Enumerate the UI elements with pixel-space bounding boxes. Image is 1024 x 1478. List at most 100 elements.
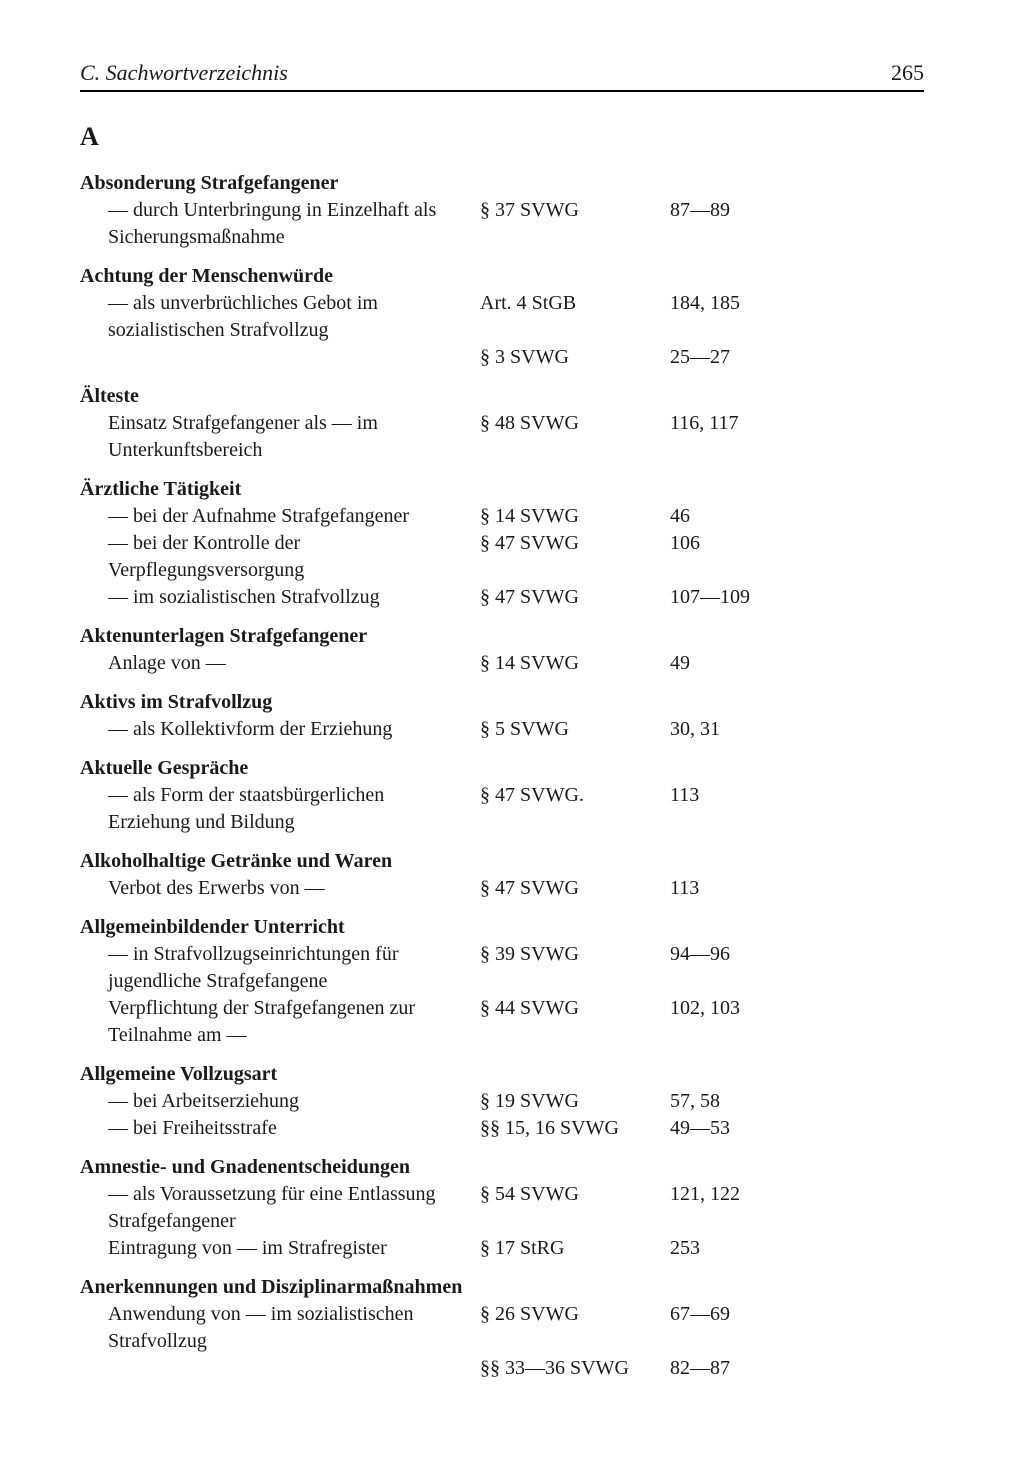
entry-row: — im sozialistischen Strafvollzug§ 47 SV… <box>80 584 924 611</box>
entry-title: Achtung der Menschenwürde <box>80 265 924 288</box>
index-entry: Allgemeinbildender Unterricht— in Strafv… <box>80 916 924 1049</box>
entry-title: Amnestie- und Gnadenentscheidungen <box>80 1156 924 1179</box>
index-entry: Ärztliche Tätigkeit— bei der Aufnahme St… <box>80 478 924 611</box>
entry-reference: § 3 SVWG <box>480 344 670 371</box>
entry-row: §§ 33—36 SVWG82—87 <box>80 1355 924 1382</box>
entry-reference: § 39 SVWG <box>480 941 670 995</box>
entry-pages: 253 <box>670 1235 800 1262</box>
index-entry: Aktenunterlagen StrafgefangenerAnlage vo… <box>80 625 924 677</box>
entry-pages: 57, 58 <box>670 1088 800 1115</box>
entry-pages: 113 <box>670 782 800 836</box>
entry-pages: 46 <box>670 503 800 530</box>
entry-row: — als Kollektivform der Erziehung§ 5 SVW… <box>80 716 924 743</box>
index-entry: Allgemeine Vollzugsart— bei Arbeitserzie… <box>80 1063 924 1142</box>
entry-reference: § 47 SVWG <box>480 875 670 902</box>
entry-description: — bei Arbeitserziehung <box>80 1088 480 1115</box>
index-entry: Alkoholhaltige Getränke und WarenVerbot … <box>80 850 924 902</box>
index-entry: Aktivs im Strafvollzug— als Kollektivfor… <box>80 691 924 743</box>
entry-title: Alkoholhaltige Getränke und Waren <box>80 850 924 873</box>
header-title: C. Sachwortverzeichnis <box>80 60 288 86</box>
entry-row: Anwendung von — im sozialistischen Straf… <box>80 1301 924 1355</box>
index-entry: Aktuelle Gespräche— als Form der staatsb… <box>80 757 924 836</box>
entry-row: Einsatz Strafgefangener als — im Unterku… <box>80 410 924 464</box>
entry-description: — im sozialistischen Strafvollzug <box>80 584 480 611</box>
entry-reference: § 37 SVWG <box>480 197 670 251</box>
entry-description: Eintragung von — im Strafregister <box>80 1235 480 1262</box>
index-entry: Absonderung Strafgefangener— durch Unter… <box>80 172 924 251</box>
entry-pages: 49—53 <box>670 1115 800 1142</box>
entry-title: Ärztliche Tätigkeit <box>80 478 924 501</box>
entry-row: — bei der Kontrolle der Verpflegungsvers… <box>80 530 924 584</box>
entry-description: — bei Freiheitsstrafe <box>80 1115 480 1142</box>
entry-reference: § 47 SVWG <box>480 530 670 584</box>
entry-description: — als Voraussetzung für eine Entlassung … <box>80 1181 480 1235</box>
entry-reference: § 47 SVWG <box>480 584 670 611</box>
entry-row: — als unverbrüchliches Gebot im sozialis… <box>80 290 924 344</box>
entry-description: — als Kollektivform der Erziehung <box>80 716 480 743</box>
entry-reference: § 5 SVWG <box>480 716 670 743</box>
entry-reference: § 44 SVWG <box>480 995 670 1049</box>
entry-pages: 25—27 <box>670 344 800 371</box>
entry-pages: 102, 103 <box>670 995 800 1049</box>
page-header: C. Sachwortverzeichnis 265 <box>80 60 924 92</box>
entry-description: — als Form der staatsbürgerlichen Erzieh… <box>80 782 480 836</box>
entry-pages: 94—96 <box>670 941 800 995</box>
entry-reference: §§ 33—36 SVWG <box>480 1355 670 1382</box>
entry-title: Älteste <box>80 385 924 408</box>
entry-description: — durch Unterbringung in Einzelhaft als … <box>80 197 480 251</box>
entry-description <box>80 344 480 371</box>
entry-row: — bei der Aufnahme Strafgefangener§ 14 S… <box>80 503 924 530</box>
page-number: 265 <box>891 60 924 86</box>
entry-pages: 67—69 <box>670 1301 800 1355</box>
entry-row: — in Strafvollzugseinrichtungen für juge… <box>80 941 924 995</box>
entry-pages: 82—87 <box>670 1355 800 1382</box>
entry-pages: 184, 185 <box>670 290 800 344</box>
entry-row: — bei Freiheitsstrafe§§ 15, 16 SVWG49—53 <box>80 1115 924 1142</box>
index-letter: A <box>80 122 924 152</box>
entries-list: Absonderung Strafgefangener— durch Unter… <box>80 172 924 1382</box>
entry-description: Verpflichtung der Strafgefangenen zur Te… <box>80 995 480 1049</box>
entry-title: Aktuelle Gespräche <box>80 757 924 780</box>
entry-description <box>80 1355 480 1382</box>
entry-reference: Art. 4 StGB <box>480 290 670 344</box>
entry-pages: 106 <box>670 530 800 584</box>
entry-description: — als unverbrüchliches Gebot im sozialis… <box>80 290 480 344</box>
entry-pages: 113 <box>670 875 800 902</box>
index-entry: ÄltesteEinsatz Strafgefangener als — im … <box>80 385 924 464</box>
entry-row: Anlage von —§ 14 SVWG49 <box>80 650 924 677</box>
entry-reference: § 26 SVWG <box>480 1301 670 1355</box>
entry-reference: § 48 SVWG <box>480 410 670 464</box>
entry-pages: 107—109 <box>670 584 800 611</box>
index-entry: Amnestie- und Gnadenentscheidungen— als … <box>80 1156 924 1262</box>
entry-row: Verbot des Erwerbs von —§ 47 SVWG113 <box>80 875 924 902</box>
entry-row: Eintragung von — im Strafregister§ 17 St… <box>80 1235 924 1262</box>
entry-row: — als Form der staatsbürgerlichen Erzieh… <box>80 782 924 836</box>
entry-pages: 30, 31 <box>670 716 800 743</box>
entry-description: — bei der Aufnahme Strafgefangener <box>80 503 480 530</box>
entry-title: Allgemeinbildender Unterricht <box>80 916 924 939</box>
entry-row: Verpflichtung der Strafgefangenen zur Te… <box>80 995 924 1049</box>
entry-row: — als Voraussetzung für eine Entlassung … <box>80 1181 924 1235</box>
entry-pages: 121, 122 <box>670 1181 800 1235</box>
entry-title: Allgemeine Vollzugsart <box>80 1063 924 1086</box>
entry-description: Anlage von — <box>80 650 480 677</box>
entry-reference: §§ 15, 16 SVWG <box>480 1115 670 1142</box>
entry-row: — durch Unterbringung in Einzelhaft als … <box>80 197 924 251</box>
entry-description: — in Strafvollzugseinrichtungen für juge… <box>80 941 480 995</box>
entry-title: Aktenunterlagen Strafgefangener <box>80 625 924 648</box>
entry-description: — bei der Kontrolle der Verpflegungsvers… <box>80 530 480 584</box>
entry-description: Anwendung von — im sozialistischen Straf… <box>80 1301 480 1355</box>
entry-reference: § 14 SVWG <box>480 503 670 530</box>
entry-reference: § 47 SVWG. <box>480 782 670 836</box>
entry-title: Aktivs im Strafvollzug <box>80 691 924 714</box>
entry-reference: § 19 SVWG <box>480 1088 670 1115</box>
entry-pages: 49 <box>670 650 800 677</box>
index-entry: Achtung der Menschenwürde— als unverbrüc… <box>80 265 924 371</box>
entry-reference: § 17 StRG <box>480 1235 670 1262</box>
entry-description: Verbot des Erwerbs von — <box>80 875 480 902</box>
entry-pages: 87—89 <box>670 197 800 251</box>
entry-pages: 116, 117 <box>670 410 800 464</box>
entry-description: Einsatz Strafgefangener als — im Unterku… <box>80 410 480 464</box>
index-entry: Anerkennungen und DisziplinarmaßnahmenAn… <box>80 1276 924 1382</box>
entry-reference: § 14 SVWG <box>480 650 670 677</box>
